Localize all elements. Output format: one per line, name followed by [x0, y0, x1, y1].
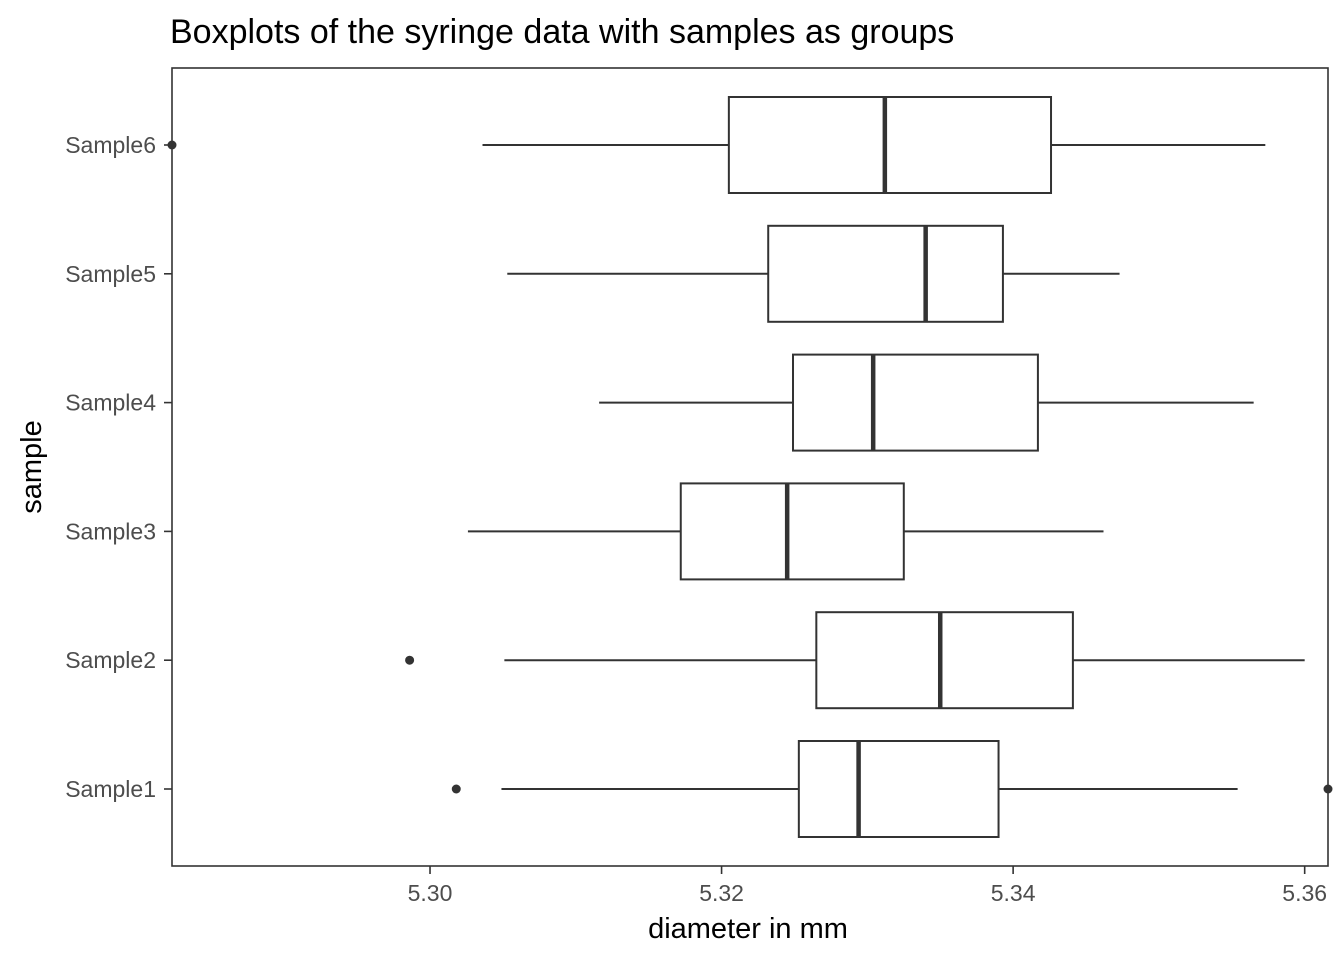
- y-tick-label: Sample6: [65, 132, 156, 158]
- y-tick-label: Sample5: [65, 261, 156, 287]
- y-axis-title: sample: [16, 420, 48, 514]
- iqr-box: [767, 224, 1004, 323]
- x-tick-label: 5.34: [991, 880, 1036, 906]
- plot-panel-border: [171, 67, 1329, 867]
- iqr-box: [679, 482, 905, 581]
- outlier-point: [167, 140, 177, 150]
- plot-area: 5.30 5.32 5.34 5.36 Sample1 Sample2 Sample3 Sam…: [65, 67, 1333, 906]
- outlier-point: [451, 784, 461, 794]
- y-tick-label: Sample2: [65, 647, 156, 673]
- x-tick-label: 5.36: [1282, 880, 1327, 906]
- chart-title: Boxplots of the syringe data with sample…: [170, 13, 954, 51]
- outlier-point: [1323, 784, 1333, 794]
- x-axis-title: diameter in mm: [648, 913, 848, 945]
- iqr-box: [727, 96, 1053, 194]
- x-tick-label: 5.32: [699, 880, 744, 906]
- y-tick-label: Sample4: [65, 390, 156, 416]
- iqr-box: [792, 353, 1039, 452]
- x-tick-label: 5.30: [408, 880, 453, 906]
- iqr-box: [815, 611, 1074, 710]
- y-tick-label: Sample1: [65, 776, 156, 802]
- outlier-point: [405, 655, 415, 665]
- y-tick-label: Sample3: [65, 518, 156, 544]
- iqr-box: [797, 740, 1000, 838]
